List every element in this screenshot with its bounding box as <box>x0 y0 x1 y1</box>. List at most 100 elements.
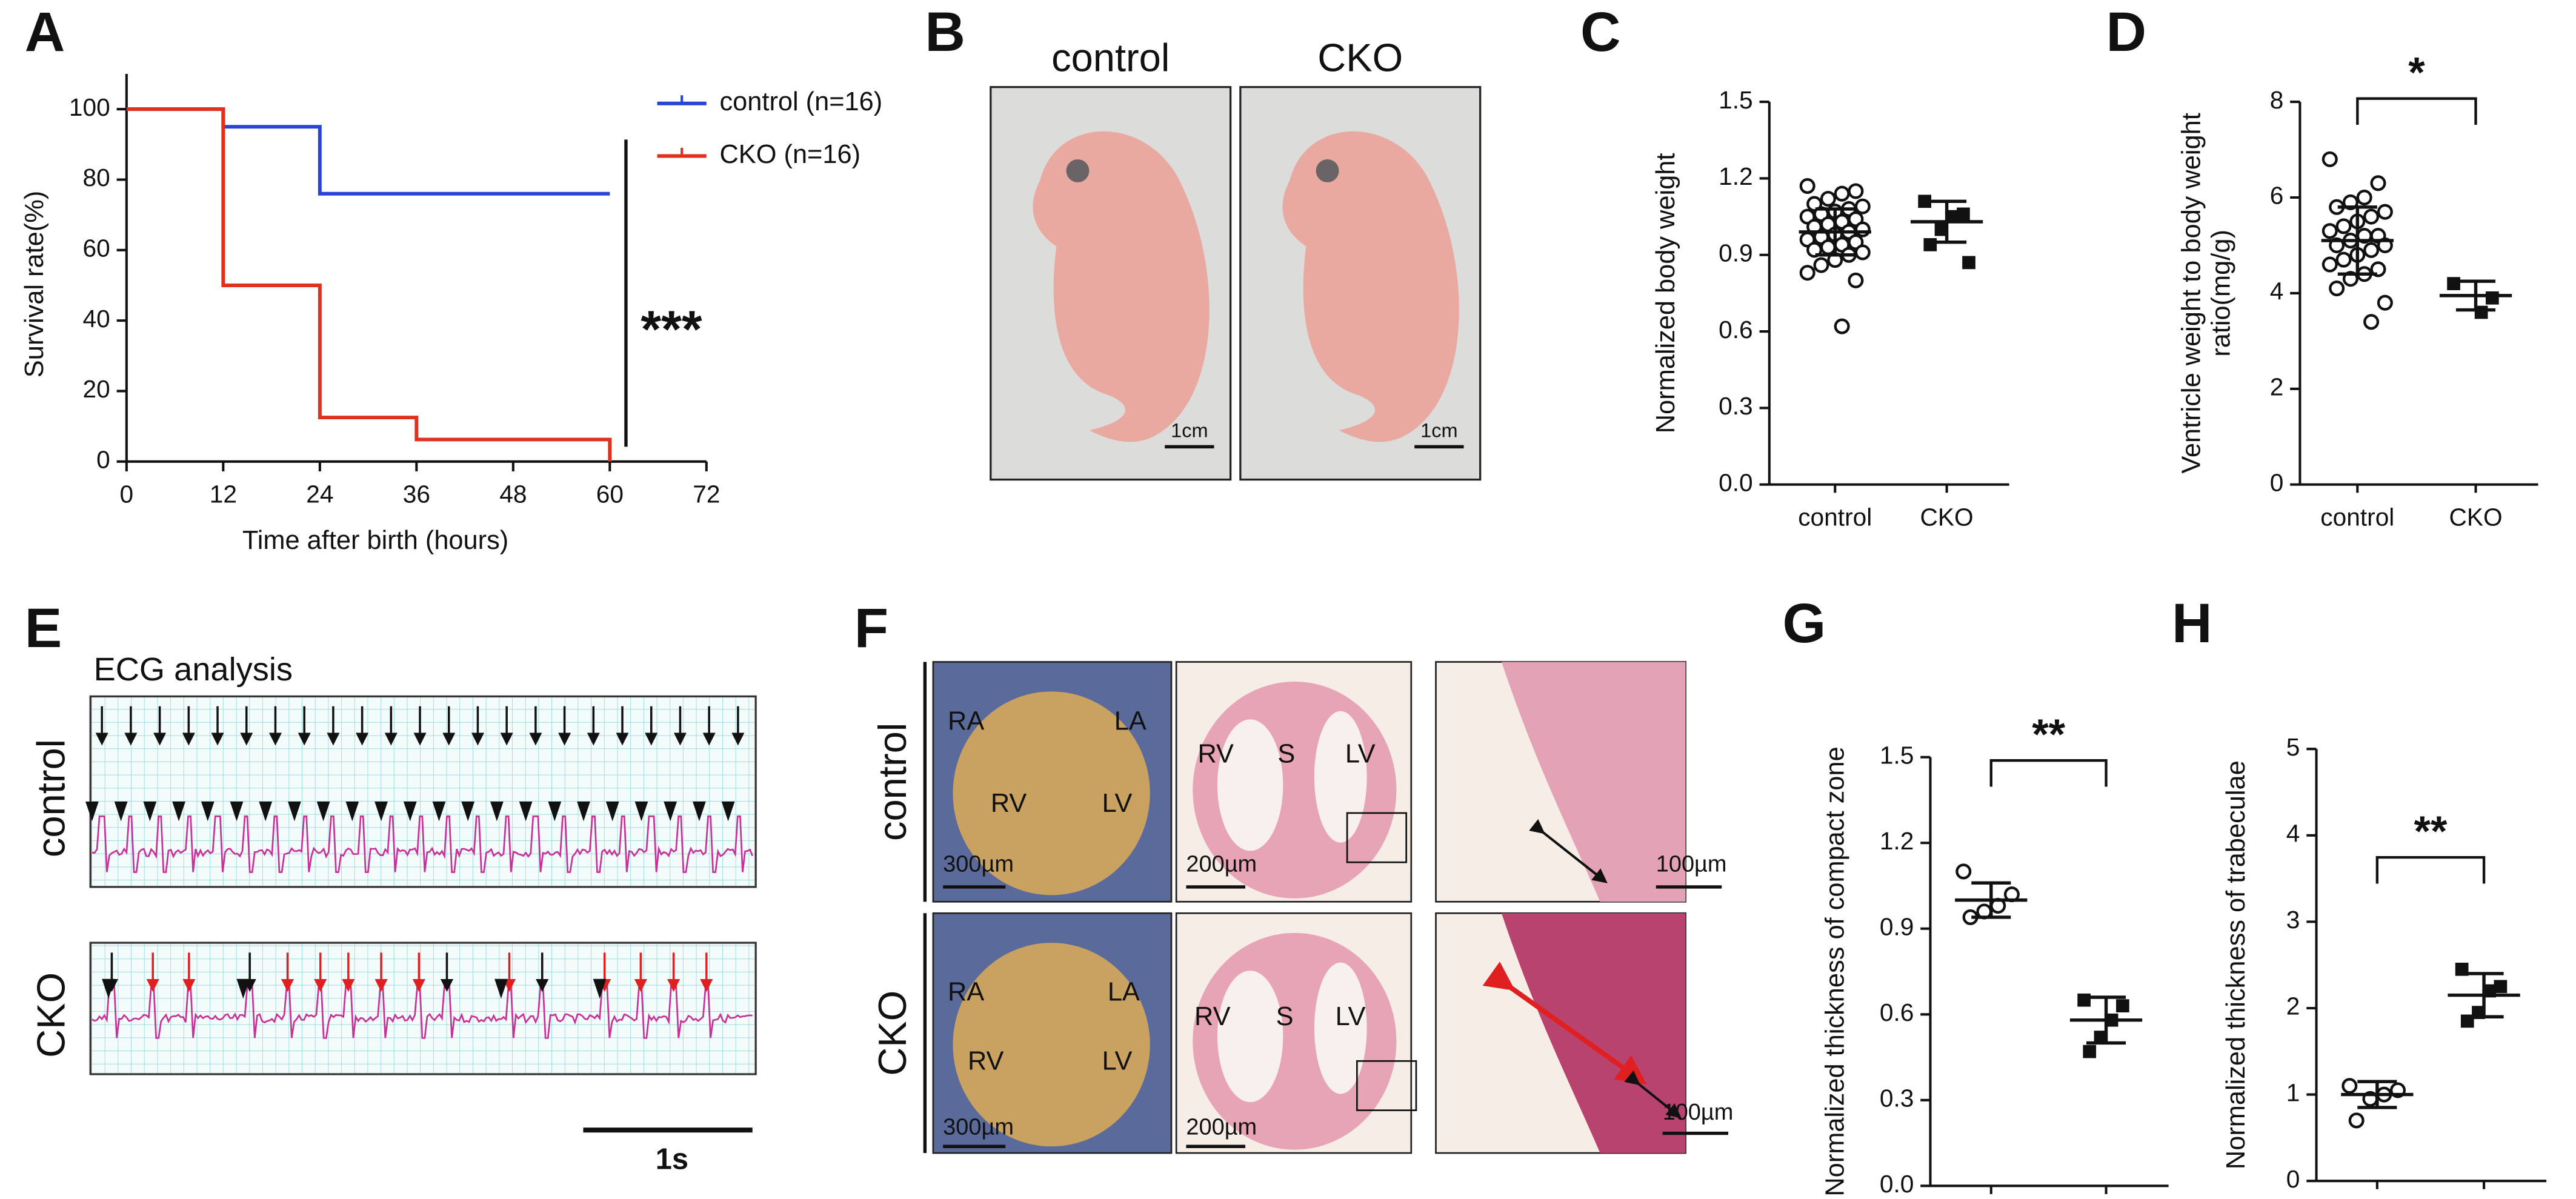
chamber <box>1217 719 1283 851</box>
p-wave-marker <box>374 801 388 822</box>
scale-label: 1cm <box>1171 420 1208 442</box>
y-tick-label: 0.0 <box>1719 468 1753 496</box>
data-point <box>1799 178 1816 194</box>
data-point <box>1806 242 1823 258</box>
p-wave-marker <box>345 801 359 822</box>
p-wave-marker <box>593 978 607 999</box>
anatomy-label: RV <box>991 789 1027 818</box>
x-tick-label: control <box>2320 503 2394 531</box>
scale-label: 200µm <box>1186 1114 1257 1140</box>
data-point <box>1848 272 1864 288</box>
y-tick-label: 1 <box>2286 1078 2300 1106</box>
y-tick-label: 0.9 <box>1719 239 1753 267</box>
y-tick-label: 4 <box>2270 277 2284 305</box>
eye <box>1316 159 1339 182</box>
row-label: control <box>870 723 914 841</box>
y-tick-label: 0 <box>96 446 110 474</box>
y-tick-label: 4 <box>2286 820 2300 848</box>
anatomy-label: RV <box>968 1046 1004 1075</box>
data-point <box>1848 183 1864 199</box>
scale-label: 100µm <box>1656 852 1727 877</box>
group-label: CKO <box>1317 35 1403 79</box>
p-wave-marker <box>721 801 735 822</box>
row-label: CKO <box>870 991 914 1076</box>
p-wave-marker <box>664 801 677 822</box>
data-point <box>2335 251 2352 268</box>
p-wave-marker <box>403 801 417 822</box>
ecg-title: ECG analysis <box>94 651 293 688</box>
inset-box <box>1346 812 1408 863</box>
y-axis-label: Survival rate(%) <box>20 191 49 377</box>
x-tick-label: 72 <box>693 480 720 508</box>
y-tick-label: 20 <box>83 375 110 403</box>
x-tick-label: 0 <box>120 480 134 508</box>
y-tick-label: 1.5 <box>1880 741 1914 769</box>
data-point <box>2377 294 2393 311</box>
panel-letter: H <box>2172 592 2212 654</box>
scale-label: 1s <box>656 1143 688 1176</box>
data-point <box>2329 280 2345 297</box>
significance-bracket <box>2375 855 2486 884</box>
y-tick-label: 0.3 <box>1880 1084 1914 1112</box>
error-bar <box>2086 995 2126 1045</box>
p-wave-marker <box>490 801 504 822</box>
x-axis-label: Time after birth (hours) <box>242 526 508 555</box>
error-bar <box>2455 279 2496 312</box>
x-tick-label: 48 <box>499 480 527 508</box>
panel-letter: G <box>1782 592 1826 654</box>
error-bar <box>2357 1080 2397 1109</box>
data-point <box>1799 265 1816 281</box>
p-wave-marker <box>577 801 590 822</box>
p-wave-marker <box>432 801 446 822</box>
y-tick-label: 1.5 <box>1719 86 1753 114</box>
y-axis-label: Normalized body weight <box>1651 153 1680 434</box>
panel-letter: D <box>2106 1 2147 63</box>
data-point <box>2447 277 2460 290</box>
data-point <box>1957 207 1970 221</box>
data-point <box>2363 208 2380 225</box>
y-tick-label: 0.6 <box>1719 316 1753 344</box>
data-point <box>2083 1045 2097 1058</box>
data-point <box>2116 999 2129 1012</box>
anatomy-label: S <box>1276 1002 1294 1031</box>
y-tick-label: 60 <box>83 234 110 262</box>
p-wave-marker <box>114 801 128 822</box>
error-bar <box>1927 199 1967 244</box>
scale-label: 1cm <box>1420 420 1457 442</box>
x-tick-label: 36 <box>403 480 430 508</box>
p-wave-marker <box>605 801 619 822</box>
chamber <box>1314 962 1367 1094</box>
anatomy-label: LV <box>1345 739 1376 768</box>
data-point <box>1854 221 1871 237</box>
ecg-waveform <box>92 985 753 1039</box>
heart <box>953 943 1150 1147</box>
y-tick-label: 100 <box>69 93 110 121</box>
ecg-trace-box <box>89 942 757 1075</box>
data-point <box>1955 863 1972 880</box>
data-point <box>1945 210 1959 224</box>
significance: ** <box>2414 807 2448 855</box>
error-bar <box>2337 205 2377 276</box>
y-tick-label: 0 <box>2286 1165 2300 1193</box>
p-wave-marker <box>519 801 533 822</box>
scale-label: 300µm <box>943 852 1014 877</box>
data-point <box>2321 223 2338 239</box>
anatomy-label: RA <box>948 978 984 1007</box>
ecg-waveform <box>92 815 753 873</box>
y-tick-label: 40 <box>83 305 110 333</box>
survival-line <box>126 107 612 462</box>
p-wave-marker <box>172 801 185 822</box>
data-point <box>1813 257 1829 273</box>
significance: ** <box>2032 710 2065 758</box>
anatomy-label: S <box>1277 739 1295 768</box>
p-wave-marker <box>494 978 508 999</box>
anatomy-label: RA <box>948 706 984 736</box>
y-axis-label: Ventricle weight to body weight <box>2177 113 2206 473</box>
scale-label: 100µm <box>1663 1100 1734 1125</box>
y-tick-label: 0.6 <box>1880 998 1914 1026</box>
ecg-trace-box <box>89 695 757 888</box>
data-point <box>1854 198 1871 214</box>
y-tick-label: 0 <box>2270 468 2284 496</box>
y-tick-label: 1.2 <box>1719 162 1753 190</box>
data-point <box>2494 980 2508 994</box>
